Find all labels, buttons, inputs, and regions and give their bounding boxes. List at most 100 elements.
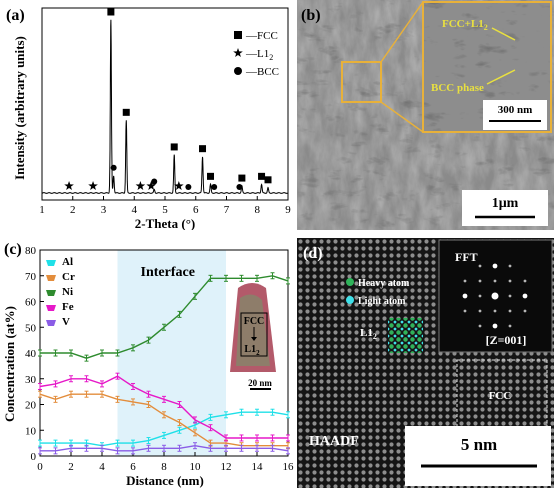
l12-peak-marker-icon [146, 181, 156, 190]
haadf-label: HAADF [309, 434, 359, 449]
fft-spot [478, 309, 482, 313]
profile-y-tick-label: 10 [25, 425, 37, 437]
l12-label: L12 [360, 327, 377, 341]
profile-y-tick-label: 80 [25, 245, 37, 257]
xrd-legend: —FCC —L12 —BCC [233, 30, 279, 78]
heavy-atom-icon [346, 278, 354, 286]
bcc-peak-marker-icon [185, 184, 192, 190]
legend-label-v: V [62, 316, 70, 328]
bcc-peak-marker-icon [236, 184, 243, 190]
fcc-peak-marker-icon [122, 108, 130, 116]
profile-y-tick-label: 40 [25, 348, 37, 360]
panel-b-label: (b) [301, 7, 321, 24]
fft-spot [523, 309, 527, 313]
xrd-x-tick-label: 2 [70, 204, 76, 216]
fft-spot [478, 264, 482, 268]
apt-top-label: FCC [244, 316, 265, 327]
legend-fcc-label: —FCC [245, 30, 278, 42]
fcc-peak-marker-icon [238, 174, 246, 182]
legend-label-cr: Cr [62, 271, 75, 283]
xrd-pattern-line [41, 19, 288, 195]
xrd-x-tick-label: 6 [193, 204, 199, 216]
fft-spot [493, 309, 497, 313]
fft-spot [492, 323, 498, 329]
fcc-peak-marker-icon [170, 143, 178, 151]
profile-y-tick-label: 70 [25, 271, 37, 283]
xrd-x-tick-label: 8 [255, 204, 261, 216]
xrd-x-tick-label: 9 [285, 204, 291, 216]
fft-spot [523, 279, 527, 283]
profile-y-tick-label: 60 [25, 297, 37, 309]
light-atom-icon [346, 296, 354, 304]
xrd-x-axis-label: 2-Theta (°) [135, 216, 195, 230]
profile-x-tick-label: 14 [252, 461, 264, 473]
legend-fcc-square-icon [234, 31, 242, 39]
panel-a-xrd: (a) 1 2 3 4 5 6 7 8 9 —FCC —L12 —BCC Intensity (… [6, 7, 291, 230]
xrd-x-tick-label: 1 [39, 204, 45, 216]
fft-spot [478, 294, 482, 298]
legend-bcc-label: —BCC [245, 66, 279, 78]
haadf-scale-box [405, 426, 551, 486]
fft-spot [463, 279, 467, 283]
fcc-peak-marker-icon [207, 172, 215, 180]
profile-x-tick-label: 12 [221, 461, 232, 473]
fft-spot [508, 309, 512, 313]
fft-spot [522, 293, 528, 299]
legend-l12-label: —L12 [245, 48, 273, 62]
interface-label: Interface [141, 265, 195, 280]
fft-spot [478, 279, 482, 283]
xrd-x-tick-label: 3 [101, 204, 107, 216]
sem-scale-label: 1μm [492, 196, 519, 211]
legend-label-ni: Ni [62, 286, 73, 298]
profile-legend: Al Cr Ni Fe V [46, 256, 75, 328]
l12-peak-marker-icon [64, 181, 74, 190]
xrd-x-tick-label: 7 [224, 204, 230, 216]
apt-arrow-head-icon [251, 337, 257, 341]
heavy-atom-label: Heavy atom [358, 278, 410, 289]
l12-peak-marker-icon [88, 181, 98, 190]
legend-swatch-ni-icon [46, 290, 56, 296]
profile-x-tick-label: 6 [130, 461, 136, 473]
legend-label-al: Al [62, 256, 73, 268]
xrd-x-ticks: 1 2 3 4 5 6 7 8 9 [39, 196, 291, 216]
xrd-y-axis-label: Intensity (arbitrary units) [12, 36, 27, 180]
profile-x-tick-label: 2 [68, 461, 74, 473]
panel-c-label: (c) [4, 241, 22, 258]
fft-spot [492, 263, 498, 269]
inset-scale-label: 300 nm [498, 104, 533, 116]
panel-d-haadf: (d) FFT [Z=001] Heavy atom Light atom L1… [297, 238, 554, 488]
inset-arrow-2 [486, 69, 516, 85]
apt-scale-label: 20 nm [248, 378, 272, 388]
fft-spot [478, 324, 482, 328]
panel-c-profile: (c) 0 2 4 6 8 10 12 14 16 0 10 20 30 40 50 60 70 80 Inter… [2, 241, 294, 488]
fcc-peak-marker-icon [258, 172, 266, 180]
xrd-x-tick-label: 5 [162, 204, 168, 216]
fft-diffraction-spots [462, 263, 528, 329]
haadf-scale-label: 5 nm [461, 435, 497, 454]
xrd-peak-markers [64, 8, 272, 190]
fft-spot [463, 309, 467, 313]
sem-scale-box [462, 190, 548, 226]
profile-x-tick-label: 0 [37, 461, 43, 473]
fft-label: FFT [455, 250, 478, 264]
legend-swatch-cr-icon [46, 275, 56, 281]
inset-phase-fcc-l12-label: FCC+L12 [442, 18, 488, 32]
fcc-region-label: FCC [489, 390, 512, 402]
inset-phase-bcc-label: BCC phase [431, 82, 484, 94]
zoom-connector-top [380, 1, 424, 63]
inset-arrow-1 [491, 27, 516, 41]
legend-swatch-v-icon [46, 320, 56, 326]
interface-region [117, 250, 226, 456]
apt-tip-box [240, 312, 268, 357]
legend-label-fe: Fe [62, 301, 74, 313]
inset-scale-box [483, 100, 547, 130]
profile-y-axis-label: Concentration (at%) [2, 306, 17, 422]
xrd-x-tick-label: 4 [132, 204, 138, 216]
legend-bcc-circle-icon [234, 67, 242, 75]
bcc-peak-marker-icon [151, 178, 158, 185]
profile-x-axis-label: Distance (nm) [126, 473, 204, 488]
profile-y-tick-label: 30 [25, 374, 37, 386]
zone-axis-label: [Z=001] [486, 333, 527, 347]
zoom-connector-bottom [380, 101, 424, 133]
fcc-peak-marker-icon [264, 176, 272, 184]
